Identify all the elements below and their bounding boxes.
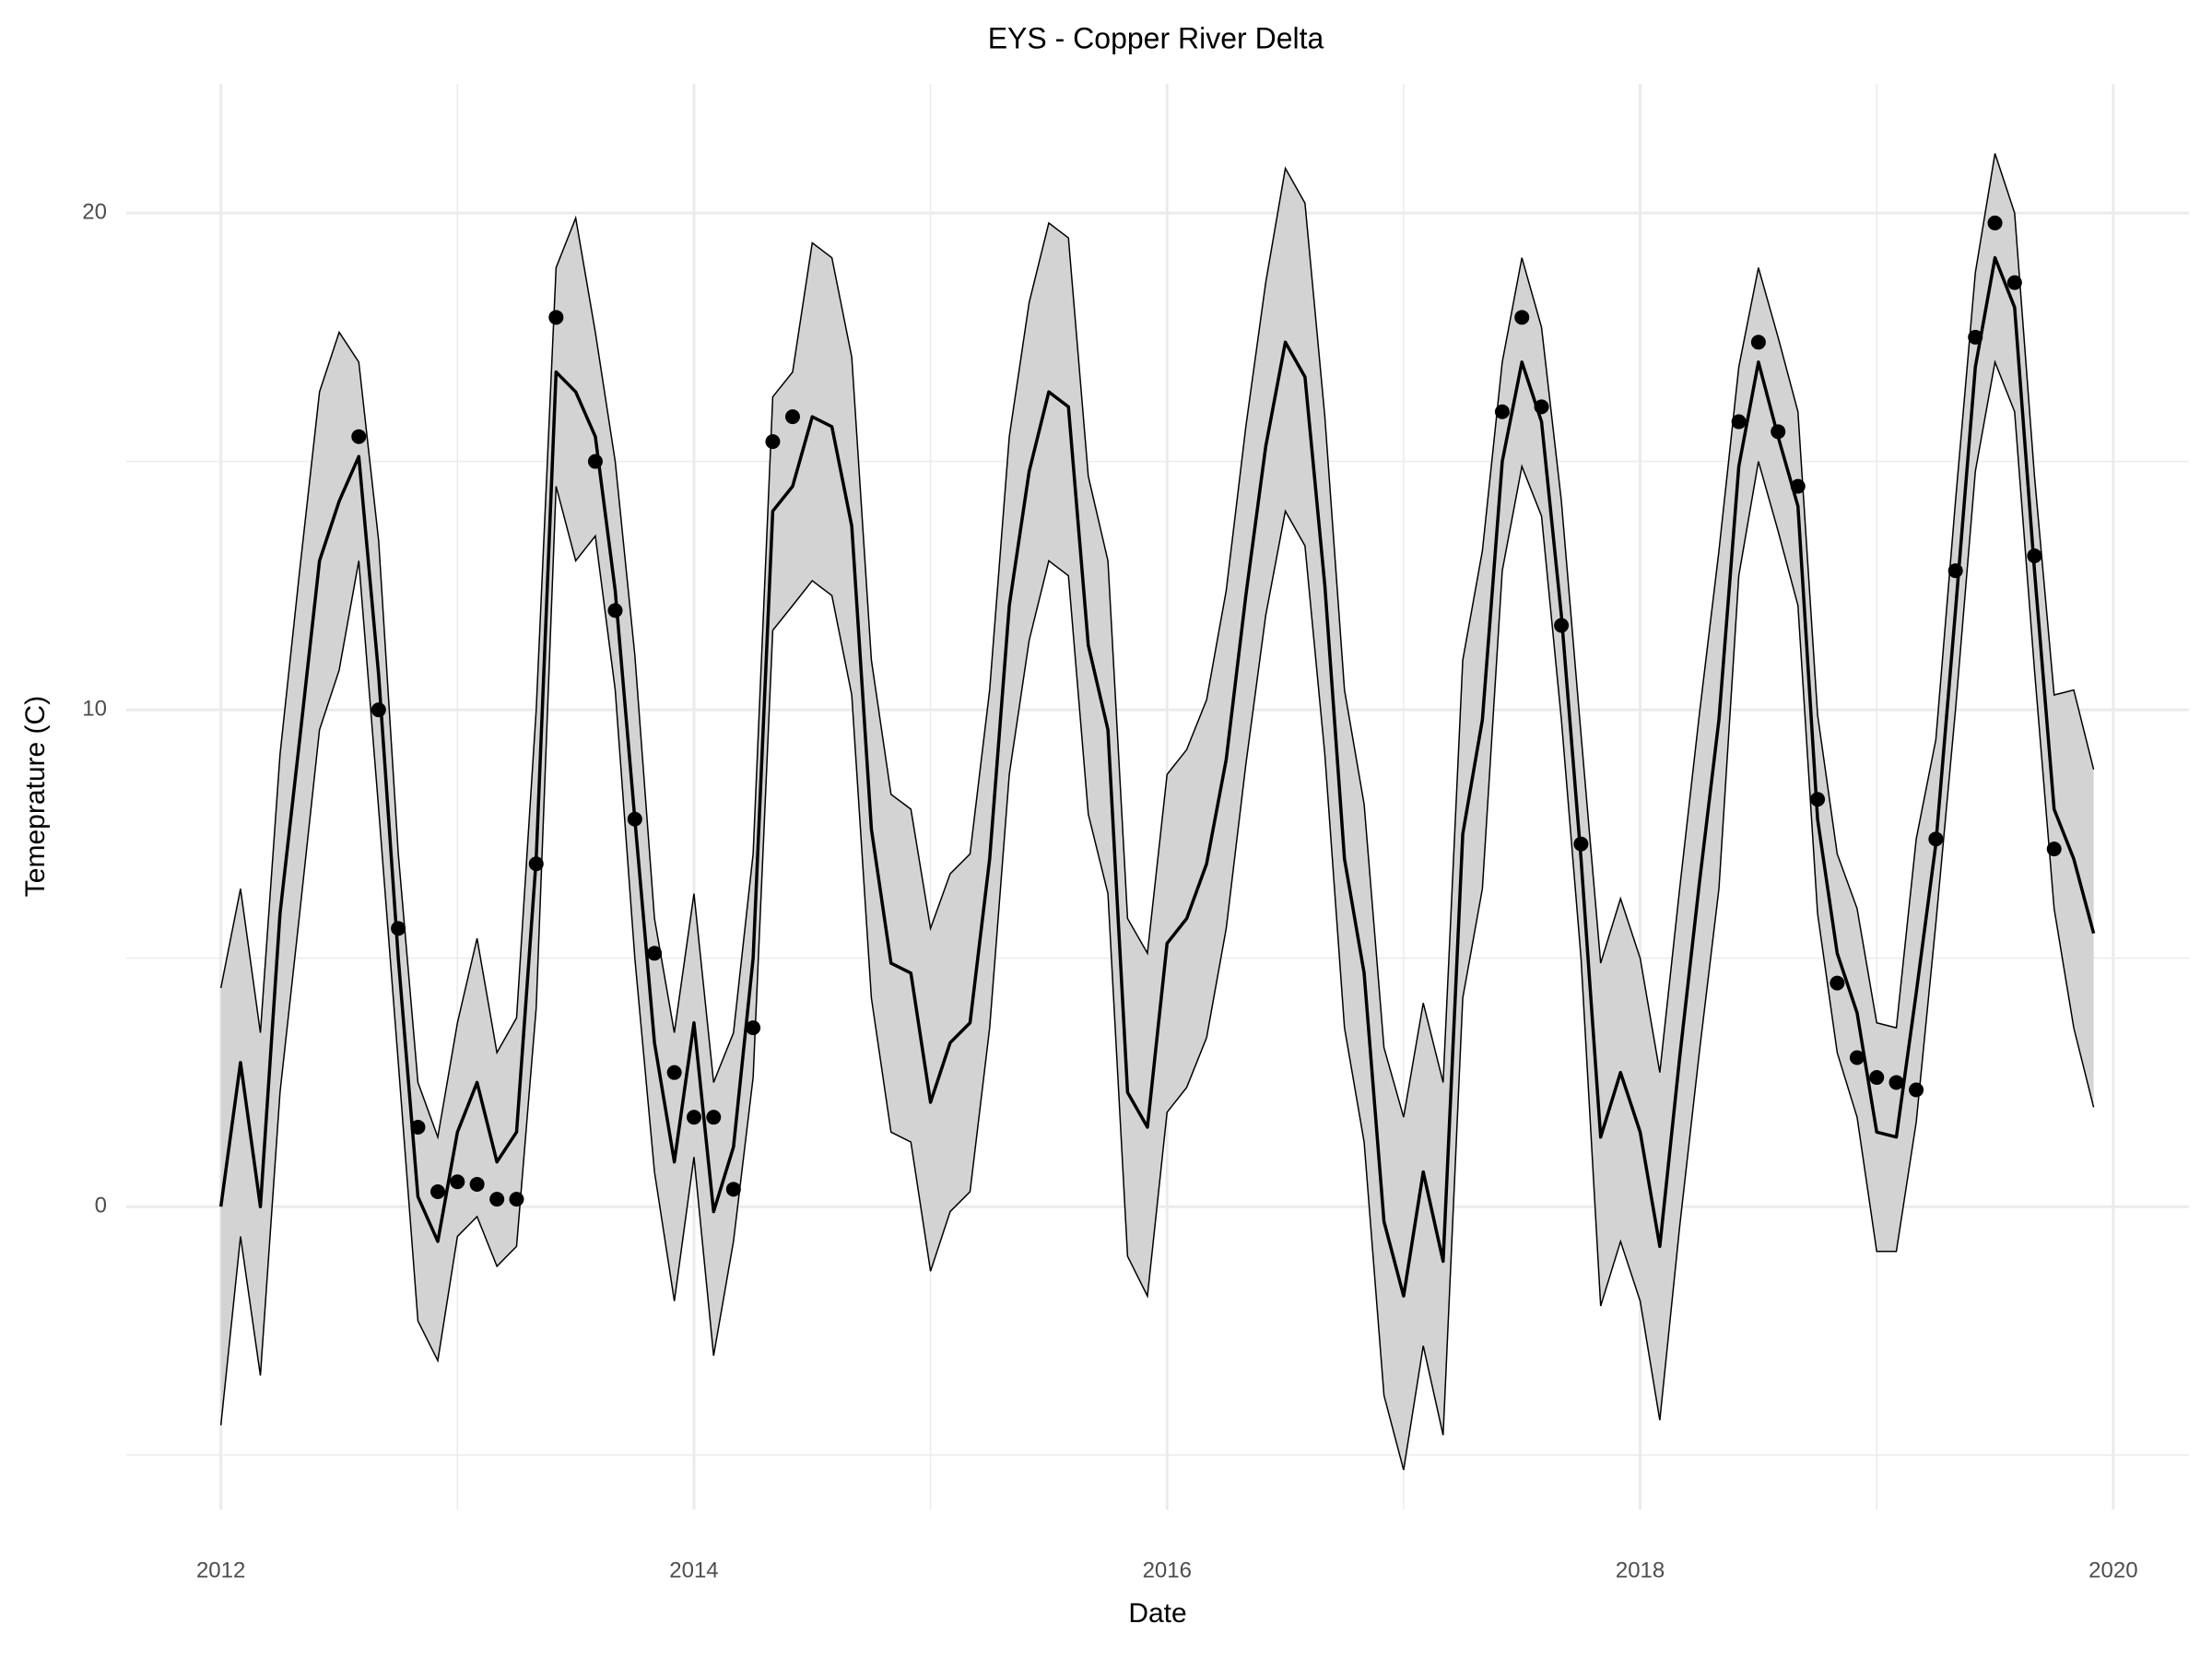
observation-point [469, 1176, 485, 1192]
observation-point [1554, 618, 1570, 633]
observation-point [371, 702, 386, 718]
observation-point [548, 310, 564, 325]
y-tick-label: 0 [95, 1194, 107, 1218]
observation-point [1869, 1070, 1885, 1086]
observation-point [2006, 275, 2022, 290]
x-tick-label: 2016 [1143, 1558, 1192, 1583]
x-tick-label: 2018 [1616, 1558, 1665, 1583]
observation-point [450, 1174, 465, 1190]
observation-point [746, 1020, 761, 1036]
observation-point [1987, 215, 2003, 230]
observation-point [725, 1182, 741, 1197]
observation-point [509, 1192, 524, 1207]
observation-point [2027, 548, 2042, 564]
observation-point [528, 856, 544, 872]
band-lower-edge [219, 359, 2095, 1471]
observation-point [686, 1110, 701, 1125]
observation-point [410, 1119, 426, 1135]
observation-point [1731, 414, 1747, 429]
observation-point [607, 603, 623, 618]
observation-point [1849, 1050, 1865, 1065]
plot-area [218, 153, 2096, 1471]
x-axis-title: Date [1128, 1598, 1186, 1629]
observation-point [1771, 424, 1786, 440]
y-tick-label: 10 [82, 697, 107, 722]
observation-point [1947, 563, 1963, 579]
observation-point [1790, 478, 1806, 494]
observation-point [351, 429, 367, 444]
observation-point [391, 921, 406, 936]
y-axis-title: Temeprature (C) [20, 696, 51, 897]
observation-point [1928, 831, 1944, 847]
observation-point [1514, 310, 1530, 325]
x-tick-label: 2020 [2088, 1558, 2137, 1583]
observation-point [489, 1192, 505, 1207]
observation-point [784, 409, 800, 425]
x-tick-label: 2012 [196, 1558, 245, 1583]
y-tick-label: 20 [82, 199, 107, 224]
x-tick-label: 2014 [669, 1558, 718, 1583]
observation-point [2046, 841, 2062, 857]
observation-point [666, 1065, 682, 1080]
observation-point [1750, 335, 1766, 350]
observation-point [1968, 329, 1983, 345]
observation-point [1494, 404, 1510, 419]
fit-line [218, 255, 2096, 1298]
observation-point [706, 1110, 722, 1125]
observation-point [1534, 399, 1549, 415]
observation-point [1909, 1082, 1924, 1098]
observation-point [647, 946, 663, 961]
confidence-band [220, 153, 2094, 1470]
observation-point [1830, 975, 1845, 991]
labels: EYS - Copper River Delta Date Temepratur… [20, 21, 2138, 1628]
observation-point [1810, 792, 1826, 807]
observation-point [765, 434, 781, 450]
band-upper-edge [219, 153, 2095, 1140]
chart-title: EYS - Copper River Delta [988, 21, 1324, 54]
observation-point [627, 811, 642, 827]
observation-point [1888, 1075, 1904, 1090]
observation-point [587, 453, 603, 469]
observation-point [430, 1184, 446, 1200]
observation-point [1573, 836, 1589, 852]
